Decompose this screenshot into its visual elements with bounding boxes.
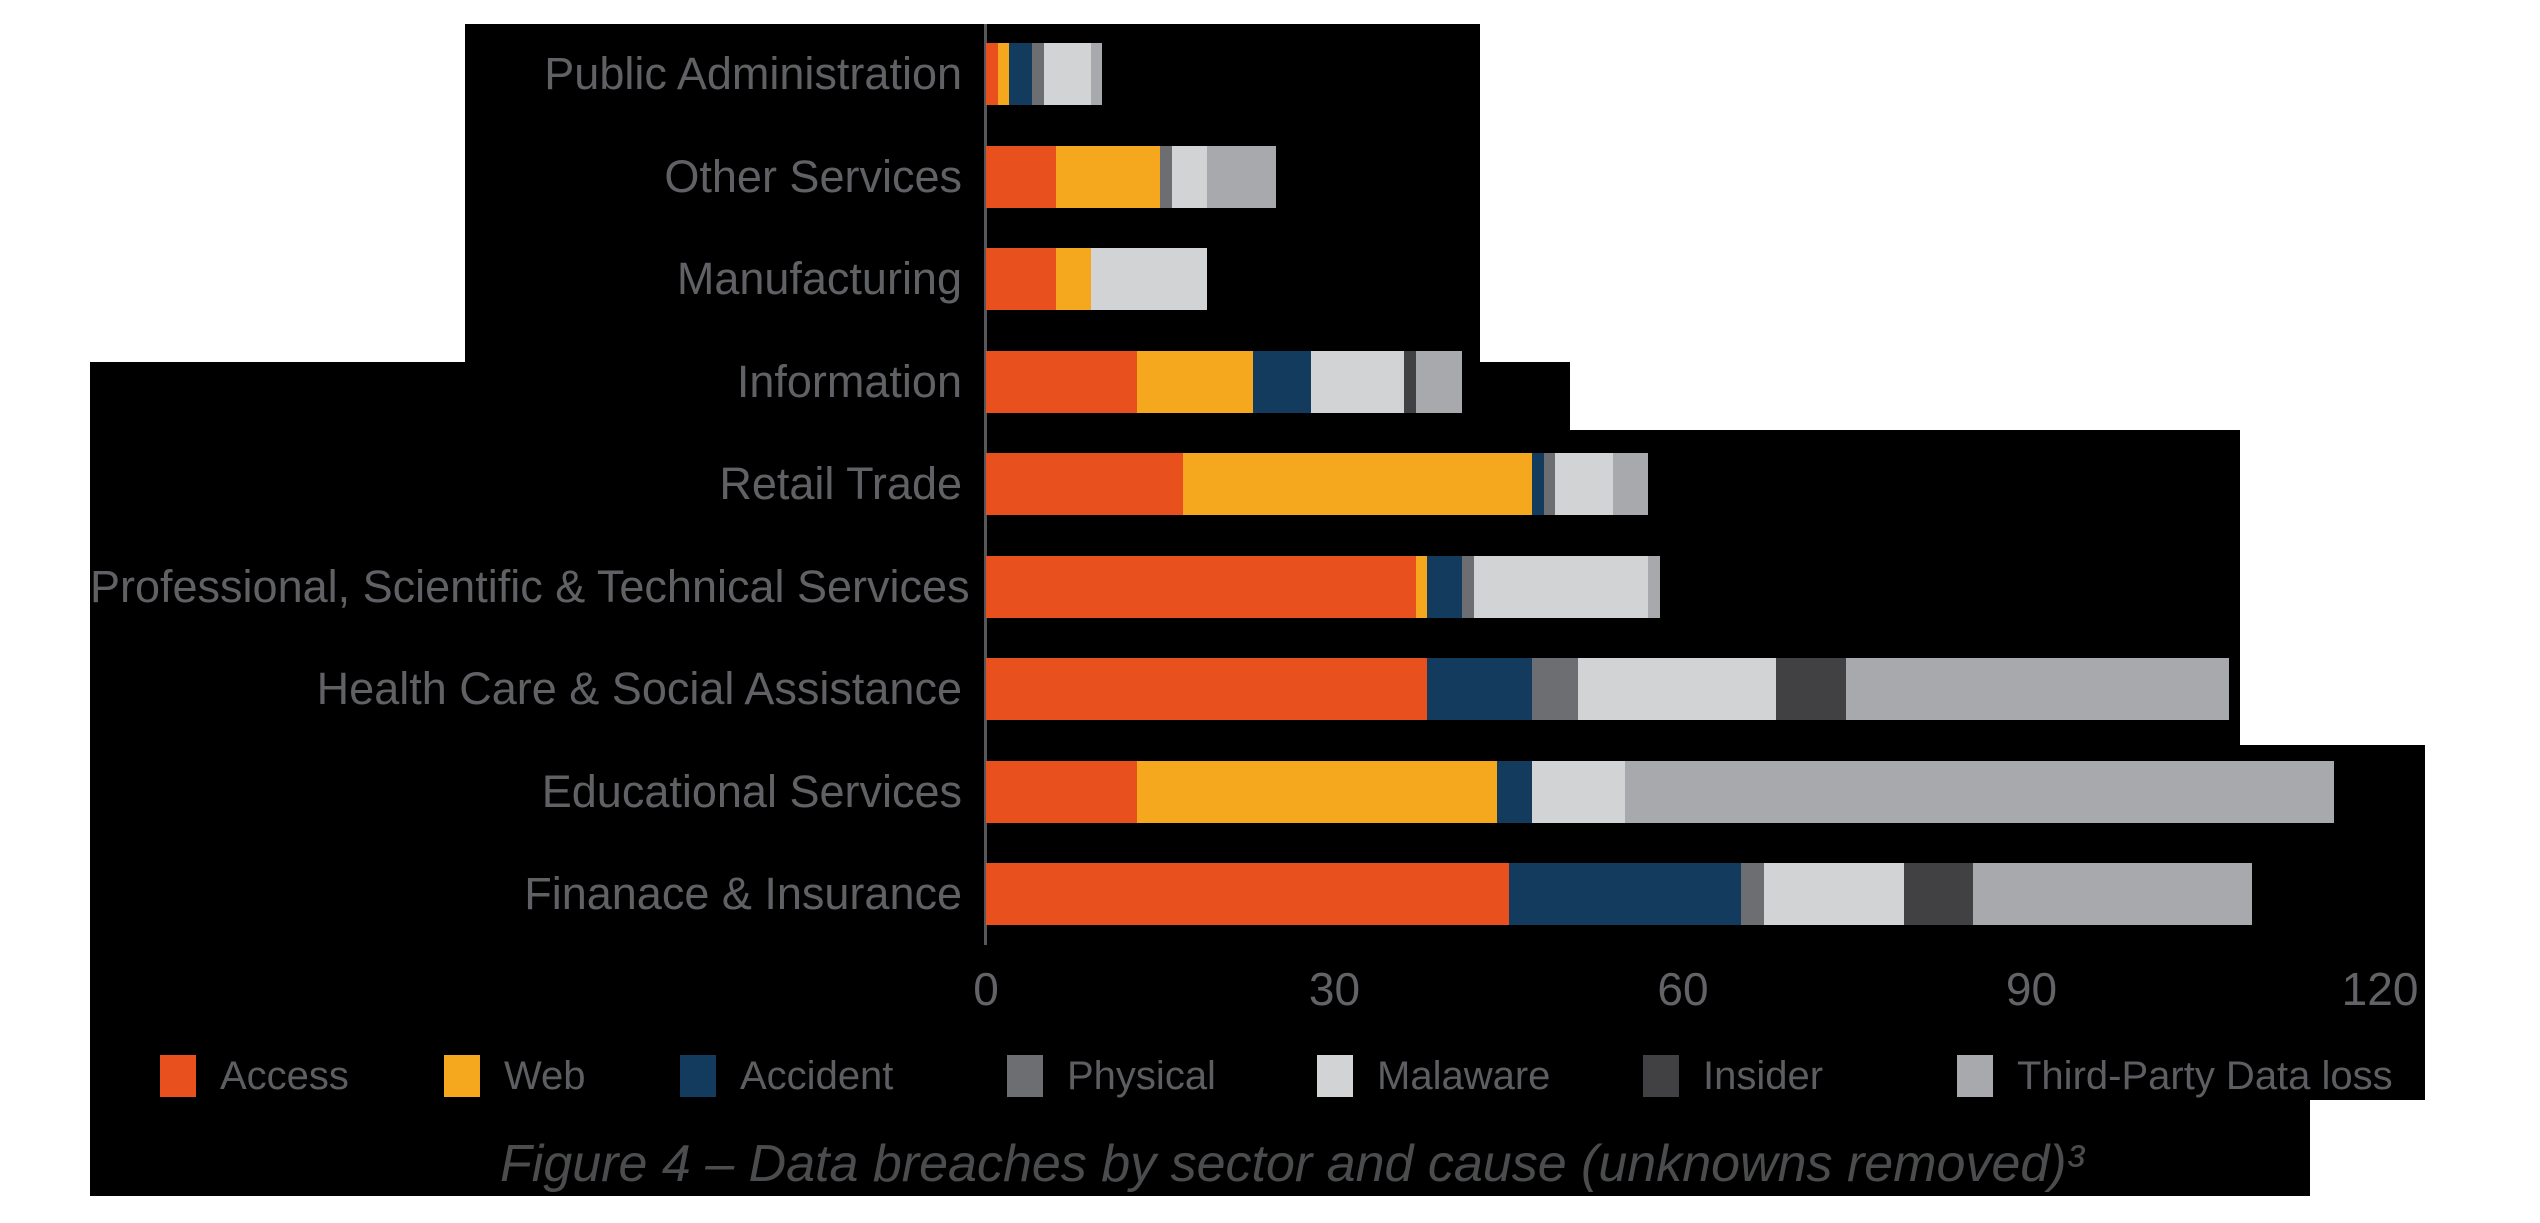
bar-segment-accident [1009,43,1033,105]
bar-segment-malaware [1531,760,1625,823]
legend-item: Web [444,1054,586,1098]
legend-swatch-icon [444,1055,480,1097]
bar-segment-access [986,555,1416,618]
bar-segment-third-party-data-loss [1613,453,1649,515]
figure-caption: Figure 4 – Data breaches by sector and c… [500,1135,2084,1193]
category-label: Professional, Scientific & Technical Ser… [90,560,970,612]
bar-segment-insider [1404,350,1416,413]
bar-segment-malaware [1578,658,1776,720]
category-label: Finanace & Insurance [524,868,962,919]
bar-segment-physical [1160,145,1172,208]
chart-background-top [465,24,1480,362]
bar-segment-accident [1508,863,1742,925]
category-label: Manufacturing [676,253,962,304]
bar-segment-physical [1032,43,1045,105]
bar-segment-access [986,658,1428,720]
bar-segment-web [1055,248,1091,310]
legend-label: Accident [740,1053,894,1098]
legend-label: Malaware [1377,1053,1551,1098]
bar-segment-third-party-data-loss [1845,658,2230,720]
legend-label: Web [504,1053,586,1098]
category-label: Retail Trade [719,458,962,509]
category-label: Information [736,355,962,407]
legend-item: Physical [1007,1054,1216,1098]
bar-segment-accident [1427,555,1463,618]
legend-label: Access [220,1053,349,1098]
bar-segment-malaware [1311,350,1405,413]
legend-item: Access [160,1054,349,1098]
bar-segment-web [1137,760,1498,823]
bar-segment-accident [1531,453,1544,515]
legend-swatch-icon [160,1055,196,1097]
legend-item: Accident [680,1054,893,1098]
legend-item: Insider [1643,1054,1823,1098]
x-axis-tick-label: 120 [2341,963,2419,1015]
bar-segment-third-party-data-loss [1415,350,1463,413]
bar-segment-access [986,145,1056,208]
bar-segment-third-party-data-loss [1648,555,1660,618]
legend-swatch-icon [1957,1055,1993,1097]
legend-item: Malaware [1317,1054,1550,1098]
bar-segment-physical [1531,658,1579,720]
category-label: Other Services [664,150,962,202]
bar-segment-web [997,43,1010,105]
bar-segment-third-party-data-loss [1090,43,1103,105]
bar-segment-malaware [1473,555,1649,618]
bar-segment-physical [1462,555,1474,618]
bar-segment-malaware [1090,248,1207,310]
y-axis-line [984,24,987,945]
bar-segment-web [1137,350,1254,413]
bar-segment-malaware [1764,863,1904,925]
legend-swatch-icon [1317,1055,1353,1097]
bar-segment-accident [1497,760,1532,823]
legend-swatch-icon [1643,1055,1679,1097]
bar-segment-physical [1741,863,1765,925]
legend-label: Insider [1703,1053,1824,1098]
bar-segment-physical [1543,453,1556,515]
bar-segment-insider [1775,658,1846,720]
bar-segment-web [1415,555,1428,618]
category-label: Educational Services [541,765,962,817]
bar-segment-access [986,43,998,105]
bar-segment-accident [1253,350,1312,413]
x-axis-tick-label: 60 [1657,963,1709,1015]
legend-swatch-icon [1007,1055,1043,1097]
bar-segment-malaware [1044,43,1091,105]
bar-segment-accident [1427,658,1532,720]
legend-item: Third-Party Data loss [1957,1054,2393,1098]
legend-label: Third-Party Data loss [2017,1053,2393,1098]
bar-segment-access [986,453,1184,515]
bar-segment-third-party-data-loss [1206,145,1277,208]
bar-segment-access [986,350,1138,413]
bar-segment-web [1183,453,1532,515]
chart-background-caption [90,1100,2310,1196]
bar-segment-third-party-data-loss [1973,863,2253,925]
bar-segment-access [986,863,1509,925]
bar-segment-access [986,248,1056,310]
bar-segment-malaware [1171,145,1207,208]
bar-segment-malaware [1555,453,1614,515]
bar-segment-access [986,760,1138,823]
legend-swatch-icon [680,1055,716,1097]
x-axis-tick-label: 0 [973,963,999,1015]
bar-segment-third-party-data-loss [1624,760,2334,823]
x-axis-tick-label: 30 [1308,963,1361,1015]
category-label: Health Care & Social Assistance [316,663,962,714]
legend-label: Physical [1067,1053,1216,1098]
category-label: Public Administration [544,48,962,99]
bar-segment-web [1055,145,1161,208]
x-axis-tick-label: 90 [2005,963,2058,1015]
bar-segment-insider [1903,863,1974,925]
